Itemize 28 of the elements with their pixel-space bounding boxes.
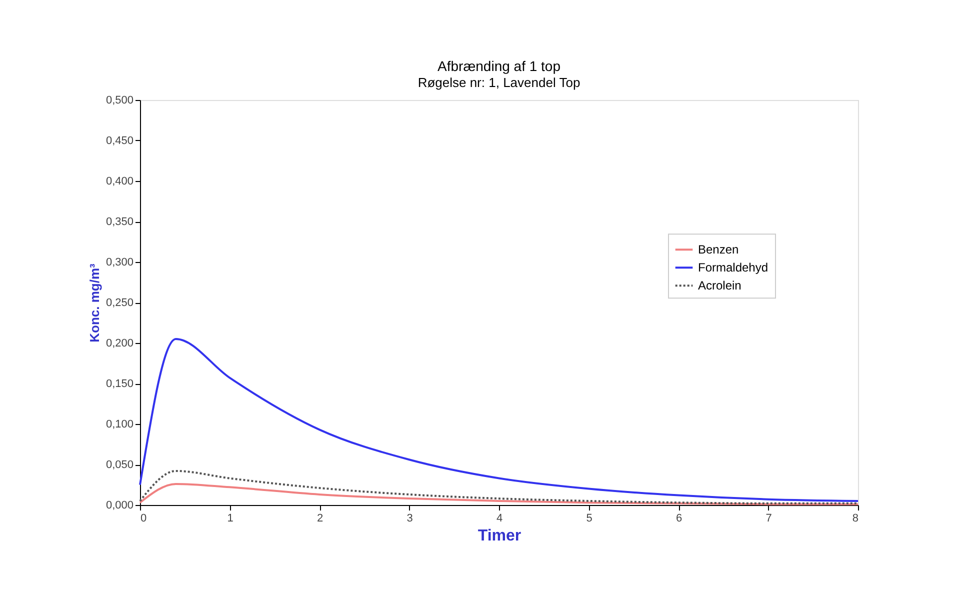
y-tick-label: 0,400 [106, 176, 134, 188]
x-tick-label: 4 [496, 512, 503, 524]
x-tick-label: 2 [316, 512, 324, 524]
chart-title: Afbrænding af 1 top [438, 58, 561, 74]
y-axis-title: Konc. mg/m³ [86, 262, 102, 342]
y-tick-label: 0,050 [106, 459, 134, 471]
legend-label: Acrolein [698, 278, 742, 293]
legend-label: Formaldehyd [698, 260, 768, 275]
x-axis-title: Timer [478, 528, 522, 544]
y-tick-label: 0,300 [106, 256, 134, 268]
x-tick-label: 3 [406, 512, 413, 524]
y-tick-label: 0,350 [106, 216, 134, 228]
y-tick-label: 0,200 [106, 338, 134, 350]
y-tick-label: 0,250 [106, 297, 134, 309]
x-tick-label: 1 [227, 512, 234, 524]
x-tick-label: 7 [766, 512, 772, 524]
y-tick-label: 0,100 [106, 418, 134, 430]
y-tick-label: 0,450 [106, 135, 134, 147]
x-tick-label: 8 [852, 512, 858, 524]
x-tick-label: 0 [140, 512, 147, 524]
x-tick-label: 5 [586, 512, 592, 524]
line-series [139, 338, 859, 502]
y-tick-label: 0,500 [106, 94, 134, 106]
chart-subtitle: Røgelse nr: 1, Lavendel Top [418, 75, 580, 90]
legend-label: Benzen [698, 242, 739, 257]
y-tick-label: 0,150 [106, 378, 134, 390]
y-tick-label: 0,000 [106, 500, 134, 512]
x-tick-label: 6 [676, 512, 682, 524]
